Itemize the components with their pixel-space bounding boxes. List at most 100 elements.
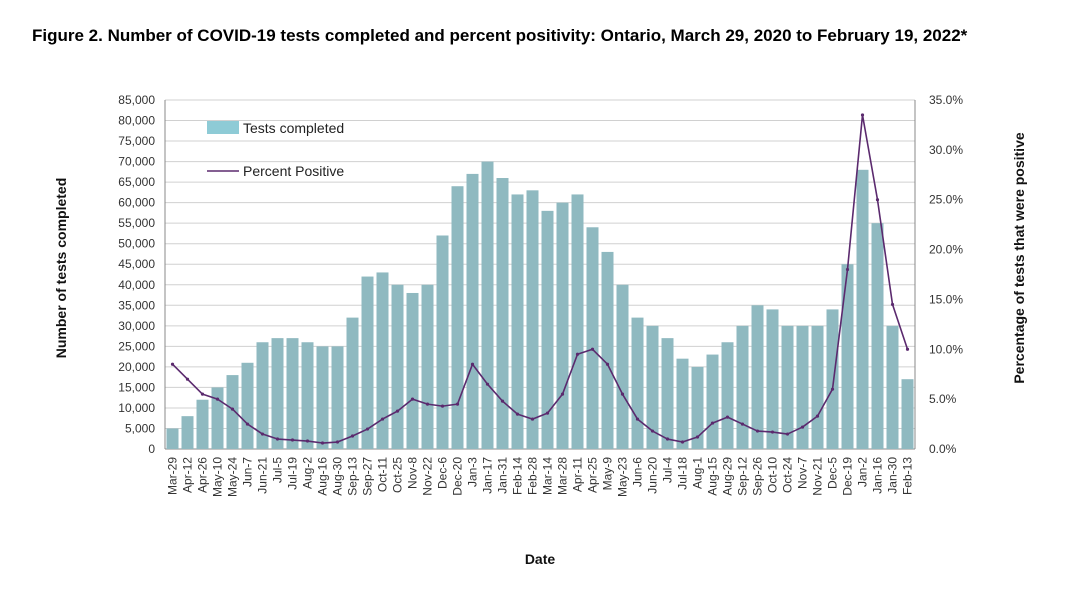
y-tick-label: 35,000: [118, 298, 155, 312]
bar: [886, 325, 899, 449]
percent-positive-point: [335, 440, 340, 444]
legend-label-percent: Percent Positive: [243, 163, 344, 179]
y2-tick-label: 35.0%: [929, 93, 963, 107]
x-tick-label: May-10: [211, 457, 225, 497]
bar: [871, 223, 884, 449]
x-tick-label: Sep-26: [751, 457, 765, 496]
percent-positive-point: [845, 267, 850, 272]
y-tick-label: 15,000: [118, 380, 155, 394]
bar: [766, 309, 779, 449]
x-tick-label: Jan-30: [886, 457, 900, 494]
bar: [676, 358, 689, 449]
percent-positive-point: [305, 439, 310, 443]
x-tick-label: Aug-30: [331, 457, 345, 496]
bar: [811, 325, 824, 449]
y2-tick-label: 0.0%: [929, 442, 957, 456]
percent-positive-point: [185, 377, 190, 381]
bar: [571, 194, 584, 449]
bar: [301, 342, 314, 449]
bar: [256, 342, 269, 449]
x-tick-label: Feb-14: [511, 457, 525, 495]
x-tick-label: Dec-20: [451, 457, 465, 496]
bar: [406, 292, 419, 449]
percent-positive-point: [470, 362, 475, 366]
y-axis-title: Number of tests completed: [53, 178, 69, 358]
x-tick-label: Aug-16: [316, 457, 330, 496]
percent-positive-point: [665, 437, 670, 441]
bar: [526, 190, 539, 449]
y-tick-label: 20,000: [118, 360, 155, 374]
bar: [466, 173, 479, 449]
x-tick-label: Nov-22: [421, 457, 435, 496]
bar: [541, 210, 554, 449]
x-tick-label: Oct-25: [391, 457, 405, 493]
bar: [241, 362, 254, 449]
bar: [271, 338, 284, 449]
percent-positive-point: [395, 409, 400, 413]
y-tick-label: 55,000: [118, 216, 155, 230]
x-tick-label: Aug-1: [691, 457, 705, 489]
bar: [196, 399, 209, 449]
bar: [661, 338, 674, 449]
percent-positive-point: [830, 387, 835, 391]
x-tick-label: Mar-29: [166, 457, 180, 495]
x-tick-label: May-9: [601, 457, 615, 491]
y-tick-label: 60,000: [118, 196, 155, 210]
bar: [181, 416, 194, 449]
x-tick-label: Oct-24: [781, 457, 795, 493]
percent-positive-point: [890, 302, 895, 307]
bar: [736, 325, 749, 449]
x-tick-label: Jun-7: [241, 457, 255, 487]
bar: [586, 227, 599, 449]
percent-positive-point: [875, 198, 880, 202]
x-tick-label: Aug-29: [721, 457, 735, 496]
bar: [901, 379, 914, 449]
x-tick-label: Jul-19: [286, 457, 300, 490]
bar: [391, 284, 404, 449]
percent-positive-point: [425, 402, 430, 406]
y-tick-label: 45,000: [118, 257, 155, 271]
x-tick-label: Jan-2: [856, 457, 870, 487]
percent-positive-point: [365, 427, 370, 431]
y-tick-label: 65,000: [118, 175, 155, 189]
bar: [166, 428, 179, 449]
percent-positive-point: [350, 434, 355, 438]
percent-positive-point: [530, 417, 535, 421]
x-tick-label: Feb-28: [526, 457, 540, 495]
percent-positive-point: [170, 362, 175, 366]
percent-positive-point: [620, 392, 625, 396]
y-tick-label: 0: [148, 442, 155, 456]
figure-title: Figure 2. Number of COVID-19 tests compl…: [32, 26, 968, 45]
percent-positive-line: [171, 114, 909, 444]
y2-tick-label: 10.0%: [929, 342, 963, 356]
y2-tick-label: 25.0%: [929, 193, 963, 207]
x-tick-label: Nov-7: [796, 457, 810, 489]
percent-positive-point: [785, 432, 790, 436]
bar: [646, 325, 659, 449]
percent-positive-point: [800, 425, 805, 429]
bar: [496, 178, 509, 449]
x-tick-label: Jul-4: [661, 457, 675, 483]
percent-positive-point: [755, 429, 760, 433]
bar: [781, 325, 794, 449]
x-tick-label: May-23: [616, 457, 630, 497]
bar: [826, 309, 839, 449]
bar: [511, 194, 524, 449]
x-tick-label: Jun-6: [631, 457, 645, 487]
x-tick-label: Aug-2: [301, 457, 315, 489]
percent-positive-point: [815, 414, 820, 418]
y-tick-label: 5,000: [125, 421, 155, 435]
bar: [481, 161, 494, 449]
percent-positive-point: [575, 352, 580, 356]
bar: [376, 272, 389, 449]
percent-positive-point: [245, 422, 250, 426]
legend-bar-swatch: [207, 121, 239, 134]
percent-positive-point: [710, 421, 715, 425]
bar: [796, 325, 809, 449]
percent-positive-point: [410, 397, 415, 401]
x-tick-label: Dec-5: [826, 457, 840, 489]
bar: [346, 317, 359, 449]
percent-positive-point: [260, 432, 265, 436]
percent-positive-point: [905, 347, 910, 351]
